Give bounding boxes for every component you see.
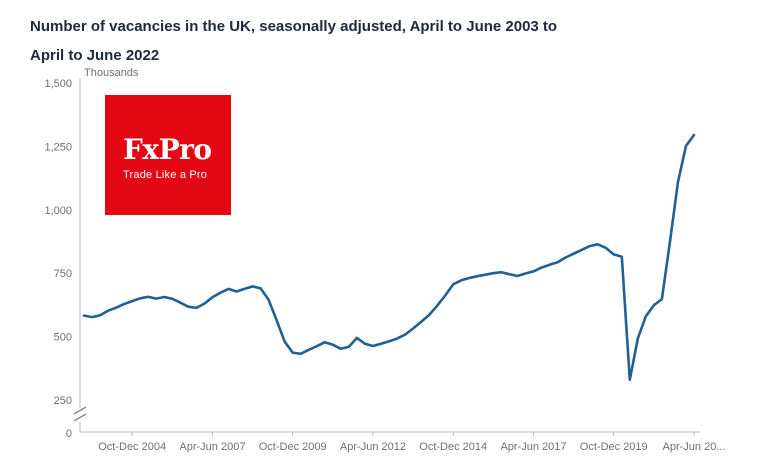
x-tick-label: Apr-Jun 2007 bbox=[179, 441, 245, 453]
x-tick-label: Apr-Jun 2017 bbox=[500, 441, 566, 453]
chart-area: Thousands 0 250 500 750 1,000 1,250 1,500 Oct-De… bbox=[0, 62, 770, 460]
x-tick-label: Oct-Dec 2004 bbox=[98, 441, 166, 453]
y-tick-label: 250 bbox=[54, 395, 72, 407]
vacancies-series-line bbox=[82, 133, 696, 382]
y-tick-label: 1,500 bbox=[44, 78, 72, 90]
y-tick-label: 1,250 bbox=[44, 141, 72, 153]
fxpro-tagline: Trade Like a Pro bbox=[123, 169, 208, 181]
y-tick-label: 1,000 bbox=[44, 205, 72, 217]
x-tick-label: Apr-Jun 20... bbox=[663, 441, 726, 453]
x-tick-label: Oct-Dec 2009 bbox=[259, 441, 327, 453]
chart-title-line2: April to June 2022 bbox=[30, 47, 160, 64]
y-tick-label: 750 bbox=[54, 268, 72, 280]
fxpro-wordmark: FxPro bbox=[123, 133, 212, 166]
axis-break-icon bbox=[73, 406, 87, 415]
y-axis-unit-label: Thousands bbox=[84, 67, 139, 79]
chart-title: Number of vacancies in the UK, seasonall… bbox=[0, 0, 770, 70]
x-tick-label: Apr-Jun 2012 bbox=[340, 441, 406, 453]
chart-title-line1: Number of vacancies in the UK, seasonall… bbox=[30, 18, 558, 35]
y-tick-label: 500 bbox=[54, 332, 72, 344]
axis-break-icon bbox=[73, 413, 87, 422]
fxpro-logo: FxPro Trade Like a Pro bbox=[105, 95, 231, 215]
axis-break-gap bbox=[76, 408, 84, 422]
x-tick-label: Oct-Dec 2014 bbox=[419, 441, 487, 453]
x-tick-label: Oct-Dec 2019 bbox=[580, 441, 648, 453]
vacancies-line-chart: Thousands 0 250 500 750 1,000 1,250 1,500 Oct-De… bbox=[44, 67, 726, 453]
y-tick-label: 0 bbox=[66, 428, 72, 440]
